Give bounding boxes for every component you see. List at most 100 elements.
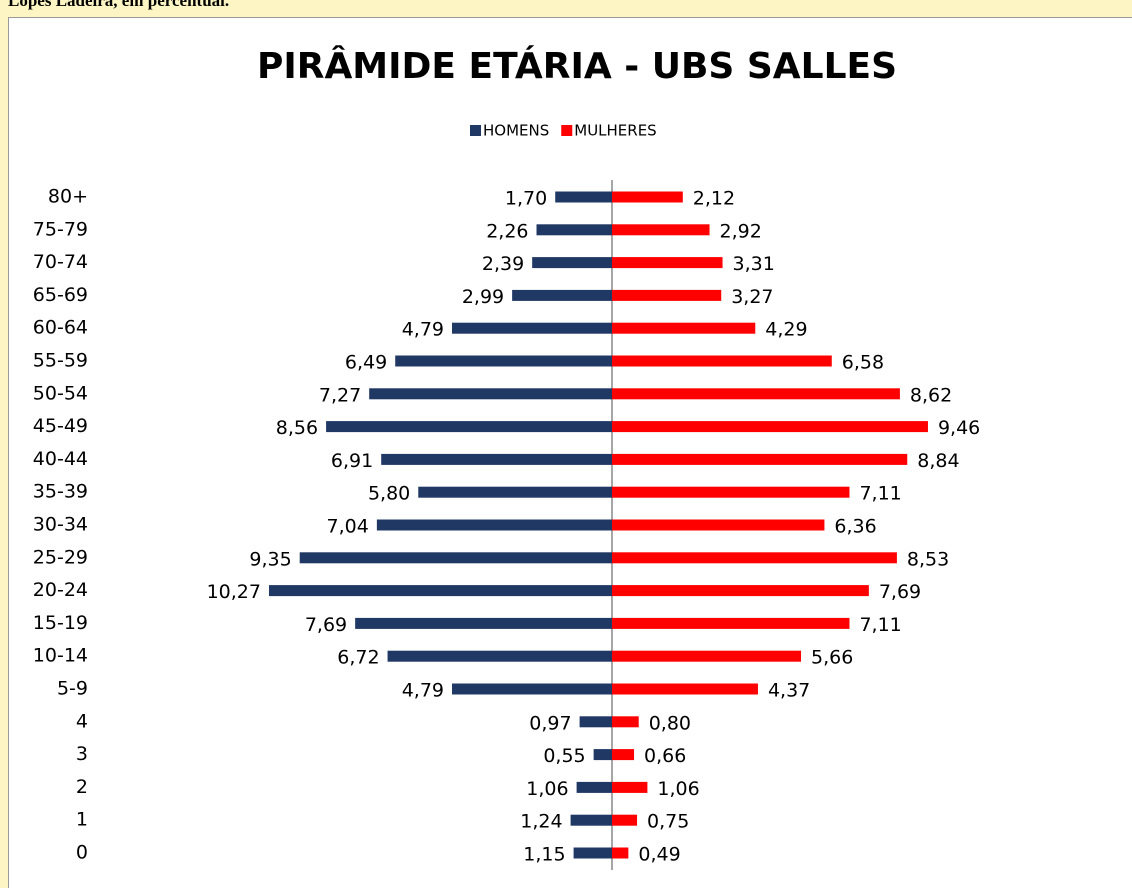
value-label: 8,56 bbox=[276, 417, 318, 439]
value-label: 0,97 bbox=[529, 712, 571, 734]
bar bbox=[612, 749, 635, 761]
chart-title: PIRÂMIDE ETÁRIA - UBS SALLES bbox=[257, 45, 897, 87]
category-label: 2 bbox=[76, 776, 88, 798]
legend-swatch bbox=[561, 125, 573, 136]
value-label: 7,11 bbox=[859, 483, 901, 505]
category-label: 5-9 bbox=[57, 678, 88, 700]
value-label: 6,58 bbox=[842, 352, 884, 374]
value-label: 8,62 bbox=[910, 384, 952, 406]
legend-label: HOMENS bbox=[483, 122, 549, 140]
value-label: 3,31 bbox=[733, 253, 775, 275]
value-label: 6,36 bbox=[834, 516, 876, 538]
bar bbox=[381, 453, 612, 465]
bar bbox=[369, 388, 612, 400]
bar bbox=[612, 486, 850, 498]
legend-label: MULHERES bbox=[574, 122, 656, 140]
value-label: 6,72 bbox=[337, 647, 379, 669]
bar bbox=[612, 257, 723, 269]
bar bbox=[612, 847, 629, 859]
value-label: 7,27 bbox=[319, 384, 361, 406]
value-label: 6,91 bbox=[331, 450, 373, 472]
value-label: 7,69 bbox=[305, 614, 347, 636]
bar bbox=[612, 519, 825, 531]
value-label: 0,49 bbox=[638, 844, 680, 866]
value-label: 1,06 bbox=[657, 778, 699, 800]
category-label: 1 bbox=[76, 809, 88, 831]
value-label: 7,11 bbox=[859, 614, 901, 636]
bar bbox=[268, 585, 612, 597]
value-label: 0,66 bbox=[644, 745, 686, 767]
bar bbox=[612, 617, 850, 629]
value-label: 0,75 bbox=[647, 811, 689, 833]
value-label: 2,26 bbox=[486, 220, 528, 242]
value-label: 5,66 bbox=[811, 647, 853, 669]
bar bbox=[299, 552, 612, 564]
category-label: 20-24 bbox=[33, 579, 88, 601]
value-label: 7,04 bbox=[327, 516, 369, 538]
value-label: 4,29 bbox=[765, 319, 807, 341]
bar bbox=[612, 552, 897, 564]
value-label: 1,15 bbox=[523, 844, 565, 866]
bar bbox=[326, 421, 612, 433]
category-label: 45-49 bbox=[33, 415, 88, 437]
value-label: 2,12 bbox=[693, 188, 735, 210]
category-label: 70-74 bbox=[33, 251, 88, 273]
value-label: 1,24 bbox=[520, 811, 562, 833]
category-label: 10-14 bbox=[33, 645, 88, 667]
bar bbox=[570, 814, 612, 826]
bar bbox=[612, 388, 900, 400]
value-label: 9,46 bbox=[938, 417, 980, 439]
caption: Lopes Ladeira, em percentual. bbox=[8, 0, 229, 10]
value-label: 7,69 bbox=[879, 581, 921, 603]
bar bbox=[612, 683, 758, 695]
bar bbox=[612, 421, 928, 433]
value-label: 4,79 bbox=[402, 680, 444, 702]
category-label: 55-59 bbox=[33, 350, 88, 372]
value-label: 4,79 bbox=[402, 319, 444, 341]
bar bbox=[612, 289, 722, 301]
bar bbox=[395, 355, 612, 367]
bar bbox=[612, 716, 639, 728]
category-label: 25-29 bbox=[33, 546, 88, 568]
value-label: 10,27 bbox=[207, 581, 261, 603]
category-label: 35-39 bbox=[33, 481, 88, 503]
category-label: 0 bbox=[76, 842, 88, 864]
category-label: 3 bbox=[76, 743, 88, 765]
bar bbox=[555, 191, 612, 203]
value-label: 4,37 bbox=[768, 680, 810, 702]
category-label: 80+ bbox=[48, 186, 88, 208]
bar bbox=[612, 224, 710, 236]
bar bbox=[612, 355, 832, 367]
value-label: 2,39 bbox=[482, 253, 524, 275]
value-label: 3,27 bbox=[731, 286, 773, 308]
value-label: 1,06 bbox=[526, 778, 568, 800]
bar bbox=[536, 224, 612, 236]
bar bbox=[612, 650, 802, 662]
value-label: 5,80 bbox=[368, 483, 410, 505]
category-label: 40-44 bbox=[33, 448, 88, 470]
value-label: 2,99 bbox=[462, 286, 504, 308]
value-label: 8,84 bbox=[917, 450, 959, 472]
bar bbox=[612, 191, 683, 203]
value-label: 0,55 bbox=[543, 745, 585, 767]
value-label: 9,35 bbox=[249, 548, 291, 570]
category-label: 30-34 bbox=[33, 514, 88, 536]
category-label: 50-54 bbox=[33, 382, 88, 404]
bar bbox=[418, 486, 612, 498]
bar bbox=[376, 519, 612, 531]
value-label: 8,53 bbox=[907, 548, 949, 570]
chart-area bbox=[8, 17, 1132, 888]
category-label: 65-69 bbox=[33, 284, 88, 306]
category-label: 4 bbox=[76, 710, 88, 732]
category-label: 75-79 bbox=[33, 218, 88, 240]
bar bbox=[452, 683, 612, 695]
value-label: 2,92 bbox=[720, 220, 762, 242]
bar bbox=[532, 257, 612, 269]
bar bbox=[355, 617, 612, 629]
value-label: 6,49 bbox=[345, 352, 387, 374]
bar bbox=[593, 749, 612, 761]
bar bbox=[452, 322, 612, 334]
bar bbox=[612, 453, 908, 465]
bar bbox=[612, 585, 869, 597]
